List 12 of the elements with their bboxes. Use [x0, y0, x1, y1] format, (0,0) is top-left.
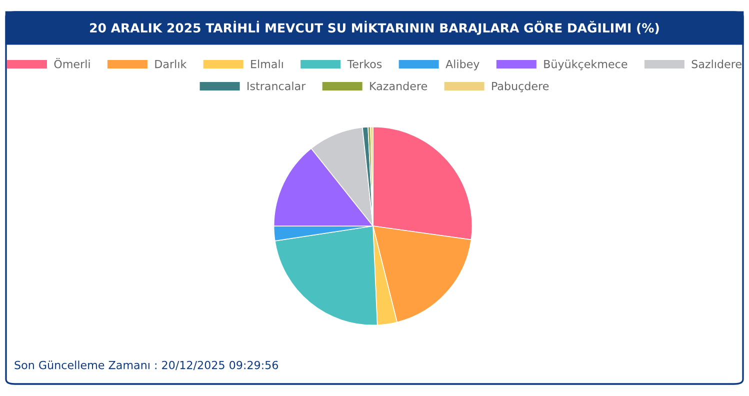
legend-label: Pabuçdere — [492, 82, 549, 92]
legend-label: Ömerli — [54, 58, 90, 68]
legend-label: Istrancalar — [248, 82, 306, 90]
legend-label: Büyükçekmece — [544, 60, 628, 70]
legend-label: Elmalı — [251, 60, 283, 68]
legend-label: Terkos — [347, 60, 382, 68]
legend-label: Kazandere — [370, 82, 428, 90]
legend-label: Alibey — [446, 60, 480, 70]
legend-label: Sazlıdere — [692, 60, 742, 68]
legend-label: Darlık — [155, 60, 187, 68]
chart-title: 20 ARALIK 2025 TARİHLİ MEVCUT SU MİKTARININ BARAJLARA GÖRE DAĞILIMI (%) — [90, 20, 659, 35]
text: Son Güncelleme Zamanı : 20/12/2025 09:29:56 — [14, 360, 278, 370]
